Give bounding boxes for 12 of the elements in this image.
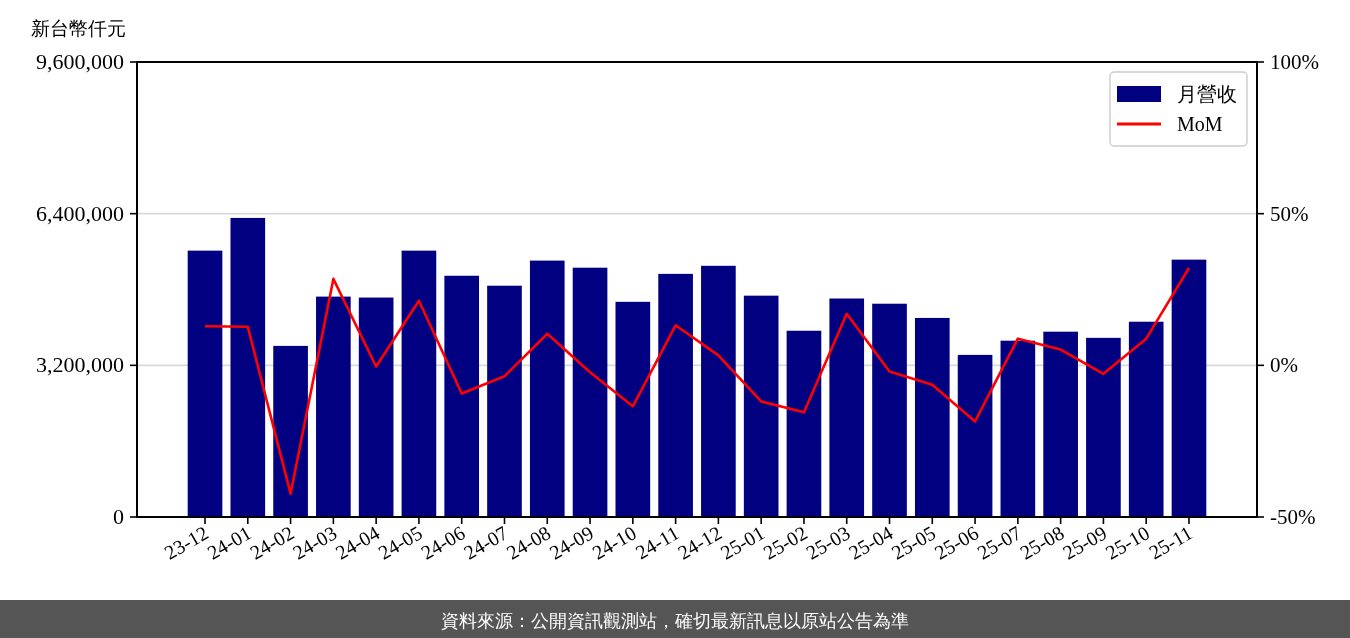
y-tick-label: 3,200,000: [36, 352, 124, 378]
y-axis-title: 新台幣仟元: [31, 18, 126, 39]
y2-tick-label: 0%: [1270, 353, 1298, 378]
y2-tick-label: 100%: [1270, 50, 1319, 74]
y2-tick-label: -50%: [1270, 505, 1316, 529]
legend-label: MoM: [1177, 113, 1223, 135]
y-tick-label: 9,600,000: [36, 49, 124, 74]
source-note: 資料來源：公開資訊觀測站，確切最新訊息以原站公告為準: [441, 611, 909, 631]
y-tick-label: 6,400,000: [36, 200, 124, 226]
y-tick-label: 0: [113, 504, 124, 529]
legend-label: 月營收: [1177, 83, 1237, 105]
y2-tick-label: 50%: [1270, 201, 1309, 226]
